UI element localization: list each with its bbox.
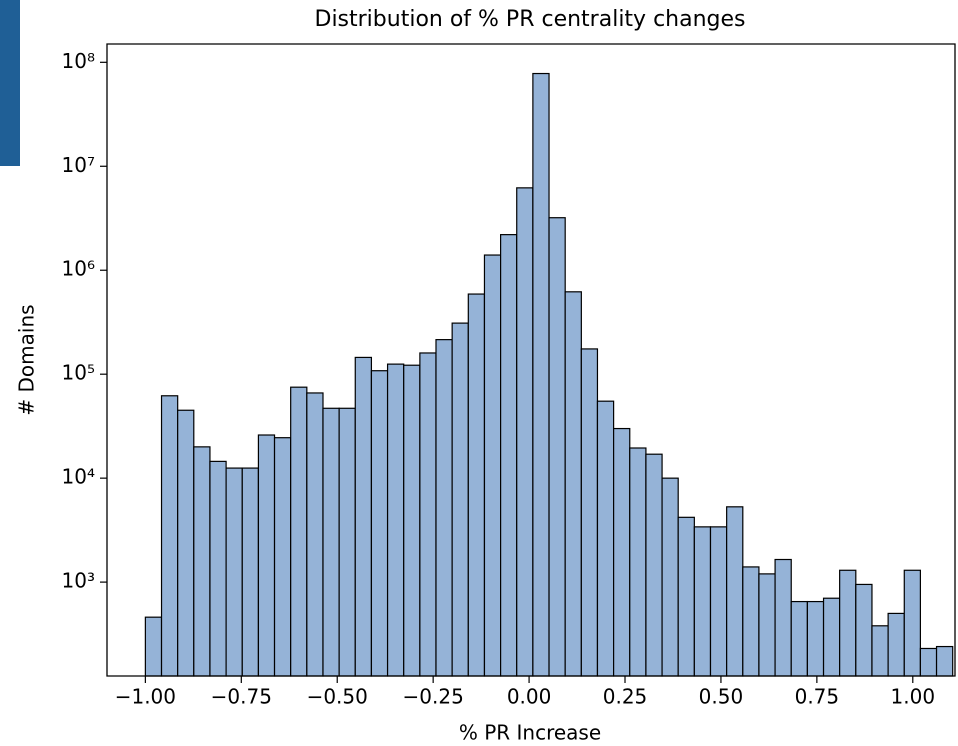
bar: [338, 407, 356, 677]
bar: [419, 352, 437, 677]
x-tick-label: −1.00: [115, 685, 176, 709]
x-tick-label: 0.00: [507, 685, 552, 709]
x-tick-label: −0.50: [307, 685, 368, 709]
bar: [919, 647, 938, 677]
bar: [403, 364, 421, 677]
bar: [903, 569, 921, 677]
bar: [532, 72, 550, 677]
x-tick-label: 0.25: [603, 685, 648, 709]
bar: [790, 600, 808, 677]
bar: [629, 447, 647, 677]
bar: [467, 293, 486, 677]
y-axis-label: # Domains: [15, 304, 39, 415]
x-tick-label: 0.50: [699, 685, 744, 709]
axes-frame: [106, 43, 956, 677]
x-tick-label: −0.75: [211, 685, 272, 709]
x-tick-label: 1.00: [891, 685, 936, 709]
bar: [645, 453, 663, 677]
bar: [209, 460, 227, 677]
bar: [177, 409, 195, 677]
bar: [516, 187, 534, 677]
bar: [273, 437, 292, 677]
bar: [839, 569, 857, 677]
bar: [661, 477, 679, 677]
bar: [370, 370, 389, 677]
bar: [322, 407, 340, 677]
bar: [596, 400, 615, 677]
bar: [855, 583, 873, 677]
y-tick-label: 10⁴: [62, 465, 95, 489]
y-tick-label: 10³: [62, 569, 95, 593]
bar: [887, 612, 905, 677]
bar: [564, 291, 582, 677]
bar: [435, 339, 453, 677]
bar: [806, 600, 825, 677]
x-tick-label: 0.75: [795, 685, 840, 709]
bar: [144, 616, 163, 677]
bar: [225, 467, 243, 677]
bar: [290, 386, 308, 677]
y-tick-label: 10⁸: [62, 49, 95, 73]
bar: [451, 322, 469, 677]
bar: [758, 573, 776, 677]
y-tick-label: 10⁶: [62, 257, 95, 281]
bar: [709, 526, 728, 677]
bar: [257, 434, 276, 677]
bar: [742, 566, 760, 677]
x-tick-label: −0.25: [403, 685, 464, 709]
bar: [871, 625, 889, 677]
bar: [386, 363, 405, 677]
y-tick-label: 10⁵: [62, 361, 95, 385]
bar: [726, 506, 744, 677]
bar: [822, 597, 841, 677]
bar: [774, 558, 792, 677]
bar: [500, 234, 518, 677]
x-axis-label: % PR Increase: [459, 721, 601, 745]
bar: [306, 392, 324, 677]
sidebar-block: [0, 0, 20, 166]
bar: [160, 395, 179, 677]
bar: [580, 348, 599, 677]
bar: [483, 254, 502, 677]
bar: [677, 516, 695, 677]
bar: [241, 467, 260, 677]
bar: [613, 427, 631, 677]
bar: [548, 217, 566, 677]
bar: [193, 446, 211, 677]
bar: [693, 526, 712, 677]
bar: [354, 356, 373, 677]
y-tick-label: 10⁷: [62, 153, 95, 177]
bar: [935, 645, 954, 677]
chart-title: Distribution of % PR centrality changes: [315, 7, 746, 32]
